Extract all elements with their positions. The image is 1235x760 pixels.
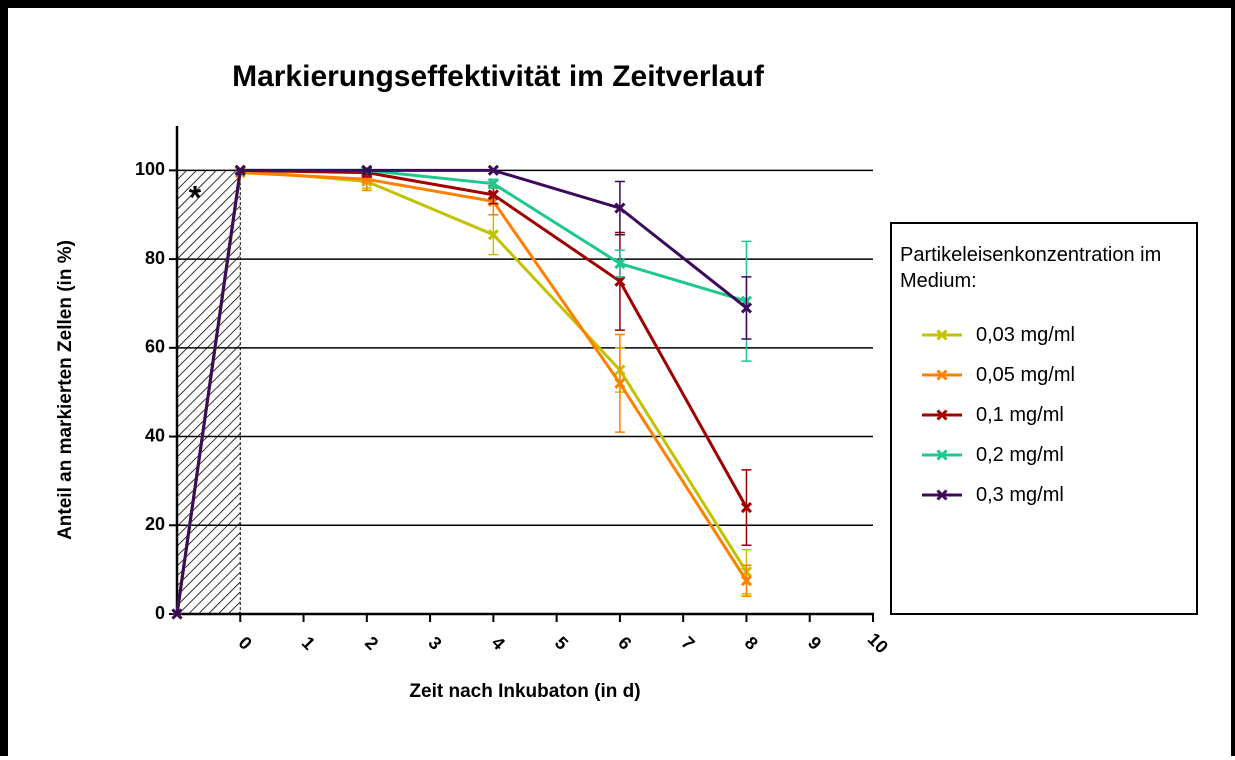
marker	[740, 575, 753, 587]
marker	[614, 275, 626, 287]
legend-marker	[936, 489, 948, 501]
legend-label: 0,2 mg/ml	[976, 443, 1064, 466]
series-line	[175, 168, 748, 615]
marker	[614, 377, 626, 389]
annotation: *	[189, 179, 202, 215]
marker	[614, 257, 626, 270]
x-tick-label: 9	[804, 633, 825, 654]
legend-marker	[936, 329, 948, 341]
legend-swatch	[922, 449, 962, 461]
x-tick-label: 4	[488, 633, 509, 654]
x-tick-label: 7	[677, 633, 698, 654]
series	[171, 164, 753, 620]
legend: Partikeleisenkonzentration im Medium: 0,…	[890, 222, 1198, 615]
y-tick-label: 60	[145, 337, 165, 357]
series	[171, 167, 753, 620]
legend-marker	[936, 369, 948, 381]
marker	[614, 202, 626, 214]
marker	[171, 608, 183, 620]
y-tick-label: 80	[145, 248, 165, 268]
legend-marker	[936, 409, 948, 421]
legend-swatch	[922, 329, 962, 341]
y-tick-label: 100	[135, 159, 165, 179]
legend-item: 0,05 mg/ml	[922, 360, 1075, 390]
legend-label: 0,05 mg/ml	[976, 363, 1075, 386]
x-tick-label: 2	[361, 633, 382, 654]
y-axis-label: Anteil an markierten Zellen (in %)	[55, 240, 76, 540]
series	[171, 164, 753, 620]
legend-label: 0,1 mg/ml	[976, 403, 1064, 426]
legend-item: 0,03 mg/ml	[922, 320, 1075, 350]
x-tick-label: 0	[235, 633, 256, 654]
x-tick-label: 8	[741, 633, 762, 654]
series	[171, 164, 753, 620]
legend-item: 0,2 mg/ml	[922, 440, 1064, 470]
x-tick-label: 3	[424, 633, 445, 654]
x-axis-label: Zeit nach Inkubaton (in d)	[409, 681, 640, 702]
legend-swatch	[922, 489, 962, 501]
series	[171, 164, 753, 620]
marker	[740, 302, 753, 314]
legend-label: 0,3 mg/ml	[976, 483, 1064, 506]
legend-swatch	[922, 409, 962, 421]
series-line	[175, 168, 748, 615]
x-tick-label: 5	[551, 633, 572, 654]
x-tick-label: 10	[864, 629, 892, 657]
series-line	[175, 168, 747, 615]
y-tick-label: 40	[145, 425, 165, 445]
marker	[487, 178, 499, 190]
chart-title: Markierungseffektivität im Zeitverlauf	[232, 60, 765, 93]
x-tick-label: 6	[614, 633, 635, 654]
legend-item: 0,1 mg/ml	[922, 400, 1064, 430]
legend-label: 0,03 mg/ml	[976, 323, 1075, 346]
x-tick-label: 1	[298, 633, 319, 654]
y-tick-label: 20	[145, 514, 165, 534]
legend-swatch	[922, 369, 962, 381]
series-line	[175, 168, 748, 615]
marker	[487, 164, 499, 176]
marker	[234, 164, 246, 176]
legend-item: 0,3 mg/ml	[922, 480, 1064, 510]
marker	[487, 189, 499, 201]
marker	[740, 501, 753, 514]
marker	[487, 229, 499, 241]
y-tick-label: 0	[155, 603, 165, 623]
legend-title: Partikeleisenkonzentration im Medium:	[900, 244, 1162, 292]
legend-marker	[936, 449, 948, 461]
marker	[361, 164, 373, 176]
